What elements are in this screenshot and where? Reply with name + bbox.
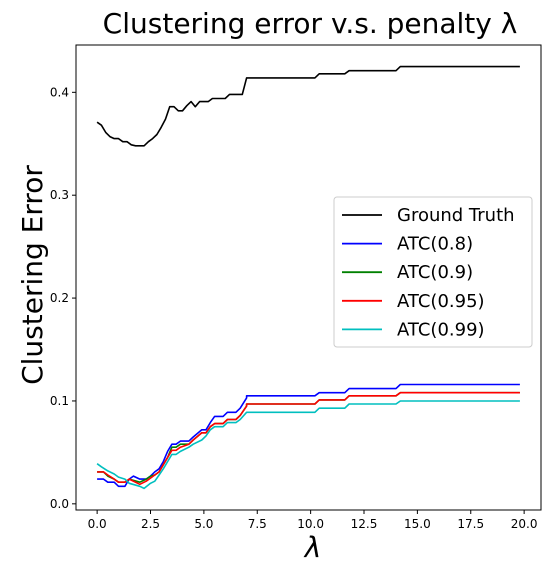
legend-label: ATC(0.9) [397,262,473,283]
x-tick-label: 2.5 [141,517,160,531]
x-tick-label: 10.0 [297,517,324,531]
series-line [96,65,520,147]
x-axis-ticks: 0.0 2.5 5.0 7.5 10.0 12.5 15.0 17.5 20.0 [88,510,538,531]
y-tick-label: 0.0 [50,497,69,511]
series-line [96,400,520,490]
x-tick-label: 7.5 [248,517,267,531]
y-tick-label: 0.4 [50,85,69,99]
x-tick-label: 20.0 [511,517,538,531]
legend-box [333,196,533,348]
legend-label: ATC(0.95) [397,291,485,312]
y-axis-ticks: 0.0 0.1 0.2 0.3 0.4 [50,85,76,511]
chart-title: Clustering error v.s. penalty λ [103,7,518,40]
legend-label: Ground Truth [397,205,515,226]
x-axis-label: λ [303,531,322,564]
y-tick-label: 0.1 [50,394,69,408]
x-tick-label: 0.0 [88,517,107,531]
x-tick-label: 15.0 [404,517,431,531]
legend-label: ATC(0.8) [397,234,473,255]
x-tick-label: 17.5 [457,517,484,531]
legend: Ground Truth ATC(0.8) ATC(0.9) ATC(0.95) ATC… [333,196,533,348]
x-tick-label: 12.5 [351,517,378,531]
y-tick-label: 0.3 [50,188,69,202]
y-axis-label: Clustering Error [16,165,49,385]
legend-label: ATC(0.99) [397,319,485,340]
series-lines [96,65,520,490]
y-tick-label: 0.2 [50,291,69,305]
series-line [97,391,520,486]
x-tick-label: 5.0 [194,517,213,531]
